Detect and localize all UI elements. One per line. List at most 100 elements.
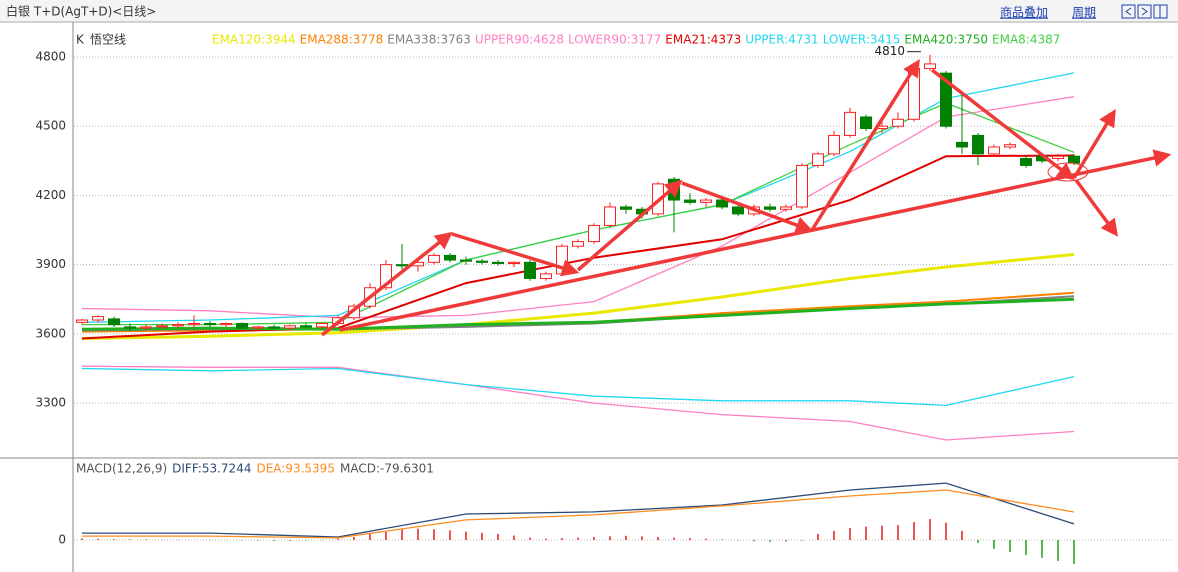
indicator-line — [81, 96, 1075, 319]
legend-entry: EMA420:3750 — [904, 33, 988, 47]
candle-body — [444, 254, 456, 261]
arrow — [1072, 109, 1116, 179]
candle-body — [956, 141, 968, 148]
arrow — [451, 232, 580, 277]
candle-body — [828, 134, 840, 155]
candle-body — [588, 224, 600, 243]
icon-left[interactable] — [1121, 4, 1136, 19]
candle-body — [892, 118, 904, 127]
candle-body — [972, 134, 984, 155]
arrow — [320, 231, 453, 337]
icon-right-arrow — [1141, 7, 1148, 16]
indicator-line — [81, 253, 1075, 340]
candle-body — [1020, 158, 1032, 166]
chart-title: K — [76, 33, 85, 47]
indicator-line — [81, 365, 1075, 441]
candle-body — [188, 322, 200, 326]
candle-body — [492, 261, 504, 264]
arrow — [1074, 178, 1119, 237]
chart-title: MACD(12,26,9) — [76, 462, 167, 476]
candle-body — [812, 153, 824, 166]
candle-body — [1068, 155, 1080, 164]
candle-body — [76, 319, 88, 323]
candle-body — [284, 325, 296, 329]
legend-entry: EMA120:3944 — [212, 33, 296, 47]
candle-body — [476, 260, 488, 263]
legend-entry: MACD:-79.6301 — [340, 462, 434, 476]
candle-body — [300, 325, 312, 328]
candle-body — [460, 259, 472, 262]
candle-body — [924, 63, 936, 70]
y-tick-label: 3600 — [35, 326, 66, 340]
arrow — [576, 179, 683, 272]
high-annotation: 4810 — [874, 44, 905, 58]
candle-body — [700, 199, 712, 203]
indicator-line — [81, 367, 1075, 407]
candle-body — [92, 316, 104, 321]
y-tick-label: 3900 — [35, 257, 66, 271]
legend-entry: LOWER90:3177 — [568, 33, 661, 47]
candle-body — [396, 264, 408, 267]
candle-body — [380, 264, 392, 289]
macd-line — [82, 482, 1075, 538]
candle-body — [844, 111, 856, 136]
candle-body — [764, 206, 776, 210]
nav-icons[interactable] — [1121, 4, 1168, 19]
candle-body — [716, 199, 728, 208]
candle-body — [236, 322, 248, 329]
candle-body — [172, 324, 184, 327]
y-tick-label: 0 — [58, 532, 66, 546]
macd-line — [82, 489, 1075, 539]
arrow — [339, 149, 1172, 332]
candle-body — [156, 325, 168, 328]
candle-body — [684, 199, 696, 203]
candle-body — [988, 146, 1000, 155]
candle-body — [604, 206, 616, 226]
arrow — [810, 59, 920, 231]
candle-body — [140, 326, 152, 329]
legend-entry: DEA:93.5395 — [256, 462, 335, 476]
candle-body — [1004, 144, 1016, 148]
candle-body — [124, 326, 136, 329]
candle-body — [108, 318, 120, 326]
legend-entry: EMA288:3778 — [300, 33, 384, 47]
window-title: 白银 T+D(AgT+D)<日线> — [6, 4, 156, 19]
icon-right[interactable] — [1137, 4, 1152, 19]
period-link[interactable]: 周期 — [1072, 6, 1096, 20]
overlay-link[interactable]: 商品叠加 — [1000, 5, 1048, 20]
legend-entry: UPPER90:4628 — [475, 33, 564, 47]
candle-body — [780, 206, 792, 210]
candle-body — [268, 326, 280, 329]
legend-entry: DIFF:53.7244 — [172, 462, 251, 476]
y-tick-label: 4500 — [35, 119, 66, 133]
candle-body — [508, 261, 520, 264]
legend-entry: LOWER:3415 — [823, 33, 901, 47]
candle-body — [220, 322, 232, 326]
candle-body — [732, 206, 744, 215]
candle-body — [524, 261, 536, 279]
candle-body — [860, 116, 872, 130]
legend-entry: EMA338:3763 — [387, 33, 471, 47]
candle-body — [428, 254, 440, 263]
candle-body — [204, 322, 216, 326]
circle-mark — [1047, 162, 1089, 182]
candle-body — [572, 241, 584, 247]
legend-entry: EMA21:4373 — [665, 33, 741, 47]
title-bar — [0, 0, 1178, 22]
candle-body — [1052, 155, 1064, 160]
legend-entry: UPPER:4731 — [745, 33, 818, 47]
arrow — [930, 68, 1075, 181]
candle-body — [252, 326, 264, 329]
y-tick-label: 4200 — [35, 188, 66, 202]
candle-body — [540, 273, 552, 279]
y-tick-label: 3300 — [35, 396, 66, 410]
candle-body — [620, 206, 632, 210]
hand-drawn-arrows — [320, 59, 1172, 337]
candle-body — [316, 322, 328, 328]
y-tick-label: 4800 — [35, 49, 66, 63]
arrow — [681, 181, 814, 234]
icon-left-arrow — [1125, 7, 1132, 16]
candle-body — [940, 72, 952, 127]
